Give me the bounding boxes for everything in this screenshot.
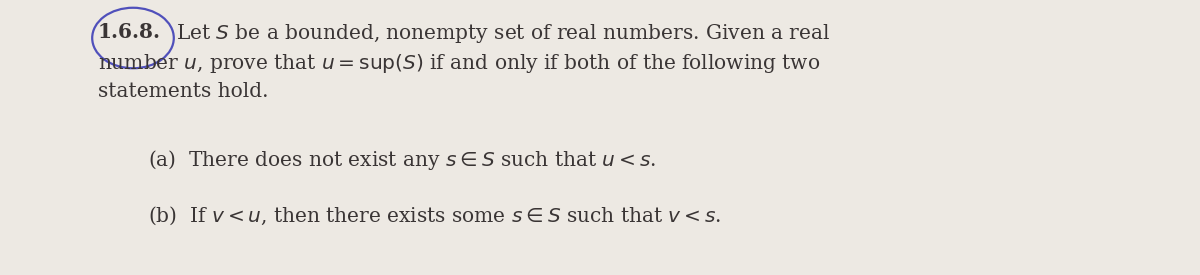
Text: (b)  If $v < u$, then there exists some $s \in S$ such that $v < s$.: (b) If $v < u$, then there exists some $… — [148, 205, 721, 227]
Text: Let $S$ be a bounded, nonempty set of real numbers. Given a real: Let $S$ be a bounded, nonempty set of re… — [176, 22, 830, 45]
Text: (a)  There does not exist any $s \in S$ such that $u < s$.: (a) There does not exist any $s \in S$ s… — [148, 148, 656, 172]
Text: 1.6.8.: 1.6.8. — [98, 22, 161, 42]
Text: number $u$, prove that $u = \mathrm{sup}(S)$ if and only if both of the followin: number $u$, prove that $u = \mathrm{sup}… — [98, 52, 821, 75]
Text: statements hold.: statements hold. — [98, 82, 269, 101]
